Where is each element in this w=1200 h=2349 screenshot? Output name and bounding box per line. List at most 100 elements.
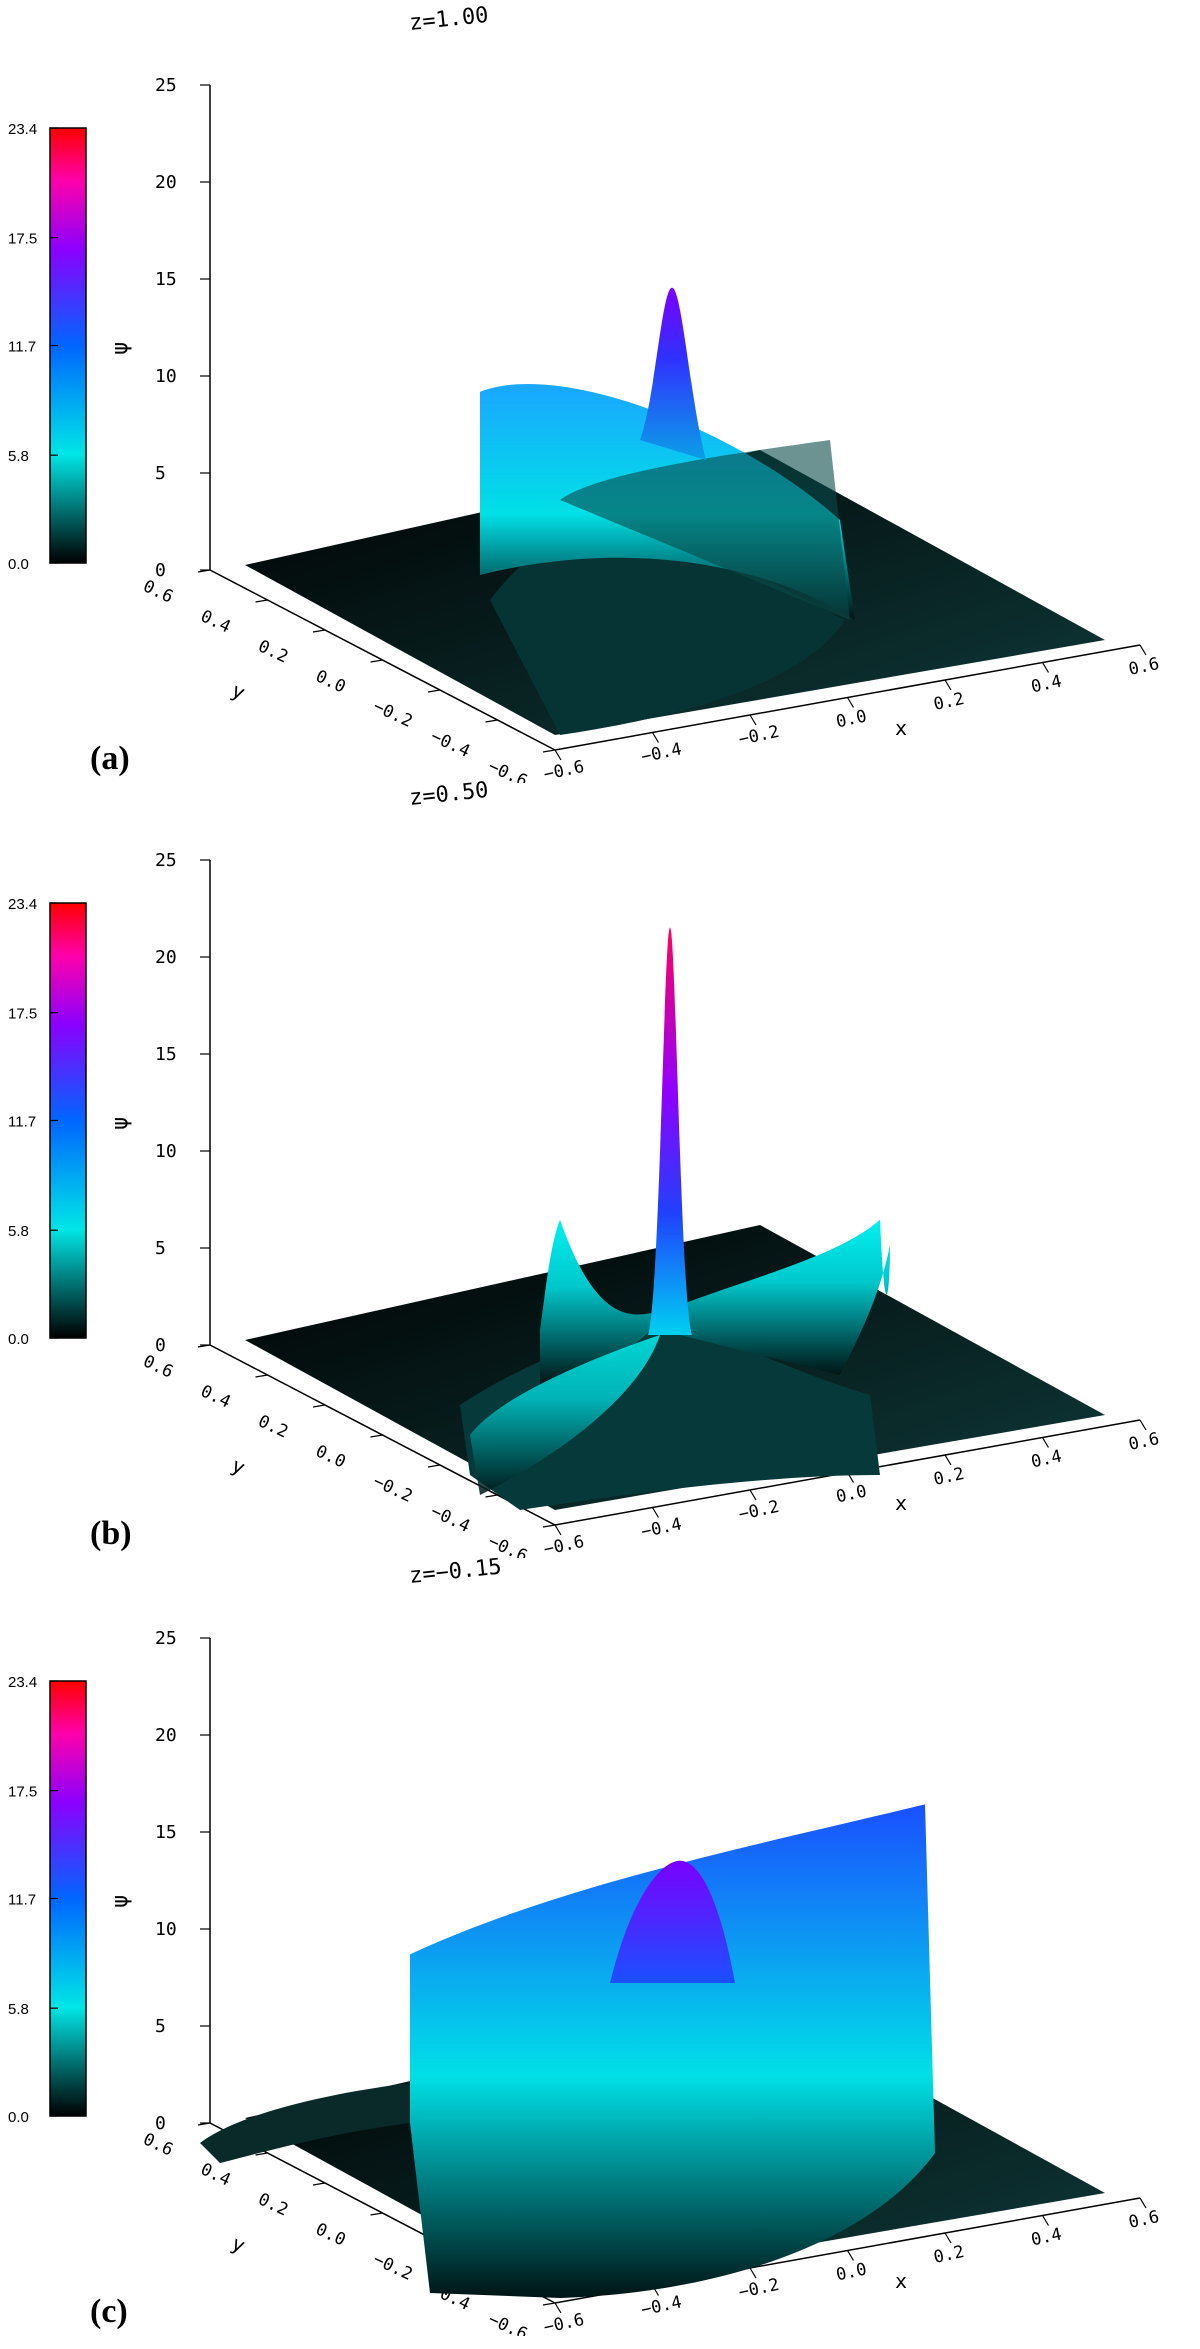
- plot-title: z=−0.15: [408, 1554, 503, 1589]
- y-tick: [542, 2302, 556, 2306]
- z-tick-label: 15: [155, 1044, 177, 1065]
- x-tick: [554, 1524, 562, 1536]
- y-tick: [312, 2182, 326, 2186]
- surface-plot-b: 0.0 5.8 11.7 17.5 23.4 z=0.50 0 5 10 15 20 25 ψ 0.6 0…: [0, 775, 1200, 1558]
- y-tick: [427, 1464, 441, 1468]
- y-tick-label: 0.6: [140, 2129, 176, 2160]
- colorbar-tick-label: 17.5: [8, 231, 37, 248]
- y-axis-label: y: [228, 1453, 249, 1480]
- colorbar-tick-label: 17.5: [8, 1006, 37, 1023]
- colorbar-tick-label: 0.0: [8, 1331, 29, 1348]
- y-tick: [485, 1494, 498, 1498]
- y-tick-label: 0.2: [255, 636, 291, 667]
- x-tick: [944, 1454, 952, 1466]
- x-tick: [846, 2250, 855, 2261]
- surface-peak: [610, 1860, 735, 1983]
- y-tick-label: 0.4: [197, 1381, 233, 1412]
- y-tick-label: 0.4: [197, 2159, 233, 2190]
- z-tick-label: 0: [155, 2113, 166, 2134]
- z-tick-label: 20: [155, 172, 177, 193]
- x-tick: [1139, 1419, 1147, 1431]
- y-tick: [197, 1344, 211, 1348]
- z-tick-label: 25: [155, 75, 177, 96]
- z-tick-label: 5: [155, 1238, 166, 1259]
- y-tick-label: 0.0: [312, 666, 348, 697]
- x-tick: [1041, 1437, 1050, 1448]
- z-tick-label: 25: [155, 850, 177, 871]
- x-tick: [749, 2267, 757, 2279]
- z-tick-label: 10: [155, 366, 177, 387]
- y-tick-label: 0.2: [255, 2189, 291, 2220]
- y-tick: [370, 2212, 383, 2216]
- surface-sheet: [490, 505, 845, 735]
- z-tick-label: 25: [155, 1628, 177, 1649]
- x-tick: [651, 1507, 660, 1518]
- x-tick-label: 0.0: [834, 1481, 868, 1507]
- x-tick-label: 0.2: [932, 2242, 966, 2268]
- z-tick-label: 5: [155, 463, 166, 484]
- x-tick: [944, 2232, 952, 2244]
- colorbar-tick-label: 5.8: [8, 1223, 29, 1240]
- surface-peak: [648, 927, 692, 1335]
- z-axis-label: ψ: [108, 1117, 133, 1130]
- z-tick-label: 0: [155, 560, 166, 581]
- y-tick-label: 0.6: [140, 576, 176, 607]
- surface-peak: [640, 287, 706, 460]
- colorbar-tick-label: 5.8: [8, 2001, 29, 2018]
- z-tick-label: 15: [155, 1822, 177, 1843]
- surface-plot-a: 0.0 5.8 11.7 17.5 23.4 z=1.00 0 5 10 15 20 25 ψ 0.6 0…: [0, 0, 1200, 783]
- x-tick: [944, 679, 952, 691]
- panel-label: (b): [90, 1515, 132, 1552]
- y-tick-label: 0.6: [140, 1351, 176, 1382]
- x-tick: [749, 1489, 757, 1501]
- z-tick-label: 20: [155, 1725, 177, 1746]
- x-tick-label: −0.4: [639, 2292, 683, 2320]
- surface-ridge-side: [560, 440, 850, 620]
- x-tick-label: −0.4: [639, 739, 683, 767]
- z-tick-label: 10: [155, 1919, 177, 1940]
- colorbar-tick-label: 11.7: [8, 1892, 36, 1909]
- x-tick-label: 0.6: [1127, 2207, 1161, 2233]
- surface-plot-c-canvas: 0.0 5.8 11.7 17.5 23.4 z=−0.15 0 5 10 15 20 25 ψ 0.6…: [8, 1554, 1161, 2336]
- x-tick: [846, 697, 855, 708]
- y-tick: [370, 659, 383, 663]
- y-tick: [312, 1404, 326, 1408]
- surface-ridge: [470, 1335, 660, 1495]
- surface-sheet: [200, 2083, 410, 2163]
- plot-title: z=0.50: [408, 778, 490, 811]
- x-tick-label: 0.0: [834, 2259, 868, 2285]
- surface-ridge: [680, 1219, 890, 1375]
- x-axis-label: x: [895, 1491, 907, 1515]
- y-tick-label: 0.4: [197, 606, 233, 637]
- x-tick-label: −0.2: [737, 2275, 781, 2303]
- y-tick-label: −0.2: [370, 2249, 416, 2284]
- z-tick-label: 5: [155, 2016, 166, 2037]
- z-axis-label: ψ: [108, 342, 133, 355]
- colorbar-tick-label: 23.4: [8, 1674, 37, 1691]
- surface-ridge: [540, 1219, 665, 1385]
- y-tick-label: 0.0: [312, 1441, 348, 1472]
- y-tick: [485, 719, 498, 723]
- y-tick: [542, 749, 556, 753]
- y-tick: [197, 569, 211, 573]
- y-tick-label: −0.6: [485, 2309, 531, 2336]
- y-tick-label: −0.4: [427, 1501, 473, 1536]
- y-tick-label: −0.2: [370, 696, 416, 731]
- x-tick-label: 0.6: [1127, 654, 1161, 680]
- x-tick-label: 0.6: [1127, 1429, 1161, 1455]
- y-tick: [427, 689, 441, 693]
- surface-plot-a-canvas: 0.0 5.8 11.7 17.5 23.4 z=1.00 0 5 10 15 20 25 ψ 0.6 0…: [8, 3, 1161, 783]
- colorbar-tick-label: 23.4: [8, 121, 37, 138]
- x-tick-label: −0.6: [542, 2310, 586, 2336]
- x-tick-label: −0.2: [737, 1497, 781, 1525]
- z-tick-label: 15: [155, 269, 177, 290]
- x-tick-label: 0.2: [932, 689, 966, 715]
- x-tick: [1139, 2197, 1147, 2209]
- colorbar-tick-label: 11.7: [8, 1114, 36, 1131]
- x-tick-label: 0.4: [1029, 671, 1063, 697]
- x-axis-label: x: [895, 2269, 907, 2293]
- y-tick-label: 0.0: [312, 2219, 348, 2250]
- y-tick: [312, 629, 326, 633]
- y-axis-label: y: [228, 678, 249, 705]
- y-tick: [370, 1434, 383, 1438]
